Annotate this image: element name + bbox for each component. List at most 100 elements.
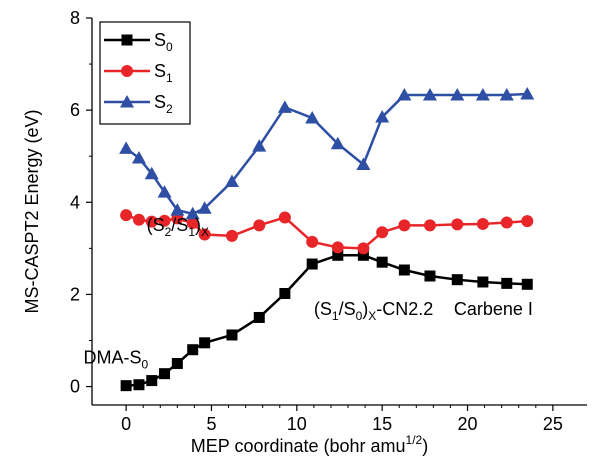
legend-marker: [121, 65, 133, 77]
data-point: [185, 206, 200, 220]
annotation-sub: X: [201, 225, 209, 239]
data-point: [398, 219, 411, 232]
annotation-dma: DMA-S0: [83, 348, 148, 372]
annotation-sub: 0: [141, 358, 148, 372]
data-point: [145, 215, 158, 228]
data-point: [158, 214, 171, 227]
y-tick-label: 2: [70, 284, 80, 304]
legend-label: S0: [154, 30, 173, 54]
annotation-part: ): [362, 299, 368, 319]
data-point: [306, 235, 319, 248]
data-point: [398, 264, 410, 276]
data-point: [476, 217, 489, 230]
legend-item: S0: [104, 30, 173, 54]
annotation-sub: X: [368, 309, 376, 323]
data-point: [305, 110, 320, 124]
annotation-part: /S: [171, 215, 188, 235]
x-axis-label: MEP coordinate (bohr amu1/2): [191, 433, 428, 456]
series-s0: [120, 249, 533, 392]
data-point: [451, 274, 463, 286]
data-point: [187, 344, 199, 356]
annotation-s1s0: (S1/S0)X-CN2.2: [314, 299, 433, 323]
data-point: [120, 380, 132, 392]
annotation-part: ): [195, 215, 201, 235]
data-point: [133, 379, 145, 391]
data-point: [253, 219, 266, 232]
data-point: [131, 151, 146, 164]
y-tick-label: 4: [70, 192, 80, 212]
legend-label-text: S: [154, 30, 166, 50]
data-point: [186, 217, 199, 230]
series-layer: [119, 87, 535, 392]
data-point: [278, 211, 291, 224]
data-point: [197, 201, 212, 214]
legend-item: S1: [104, 61, 173, 85]
data-point: [119, 141, 134, 154]
data-point: [521, 215, 534, 228]
data-point: [375, 110, 390, 123]
y-tick-label: 6: [70, 100, 80, 120]
annotation-part: /S: [339, 299, 356, 319]
x-tick-label: 15: [372, 414, 392, 434]
data-point: [357, 242, 370, 255]
legend-label: S2: [154, 92, 173, 116]
legend-label: S1: [154, 61, 173, 85]
data-point: [424, 270, 436, 282]
x-axis-label-close: ): [422, 436, 428, 456]
x-axis-label-exponent: 1/2: [406, 433, 423, 447]
x-tick-label: 25: [543, 414, 563, 434]
annotation-sub: 0: [356, 309, 363, 323]
x-tick-label: 10: [287, 414, 307, 434]
legend-box: [99, 21, 191, 125]
x-tick-label: 5: [206, 414, 216, 434]
data-point: [376, 256, 388, 268]
annotation-sub: 1: [332, 309, 339, 323]
series-line: [126, 254, 528, 387]
data-point: [157, 185, 172, 198]
data-point: [132, 213, 145, 226]
data-point: [144, 166, 159, 180]
y-tick-label: 8: [70, 8, 80, 28]
legend-marker: [121, 34, 133, 46]
data-point: [225, 229, 238, 242]
series-s2: [119, 87, 535, 220]
data-point: [521, 278, 533, 290]
data-point: [376, 226, 389, 239]
data-point: [500, 216, 513, 229]
data-point: [356, 157, 371, 171]
data-point: [451, 218, 464, 231]
data-point: [279, 288, 291, 300]
data-point: [252, 139, 267, 152]
legend-item: S2: [104, 92, 173, 116]
data-point: [277, 100, 292, 113]
data-point: [170, 203, 185, 216]
legend-label-sub: 0: [166, 40, 173, 54]
legend-label-sub: 2: [166, 102, 173, 116]
y-axis-label: MS-CASPT2 Energy (eV): [22, 109, 42, 313]
data-point: [199, 337, 211, 349]
legend-label-sub: 1: [166, 71, 173, 85]
data-point: [159, 368, 171, 380]
annotation-s2s1: (S2/S1)X: [147, 215, 209, 239]
annotation-sub: 1: [188, 225, 195, 239]
data-point: [331, 241, 344, 254]
data-point: [171, 358, 183, 370]
x-axis-label-text: MEP coordinate (bohr amu: [191, 436, 406, 456]
data-point: [224, 174, 239, 188]
data-point: [450, 87, 465, 101]
data-point: [397, 87, 412, 101]
data-point: [146, 375, 158, 387]
legend-marker: [120, 95, 134, 108]
data-point: [306, 258, 318, 270]
data-point: [501, 277, 513, 289]
data-point: [423, 219, 436, 232]
annotation-part: (S: [147, 215, 165, 235]
legend-label-text: S: [154, 92, 166, 112]
x-tick-label: 20: [458, 414, 478, 434]
x-tick-label: 0: [121, 414, 131, 434]
data-point: [253, 311, 265, 323]
data-point: [226, 329, 238, 341]
annotation-part: DMA-S: [83, 348, 141, 368]
